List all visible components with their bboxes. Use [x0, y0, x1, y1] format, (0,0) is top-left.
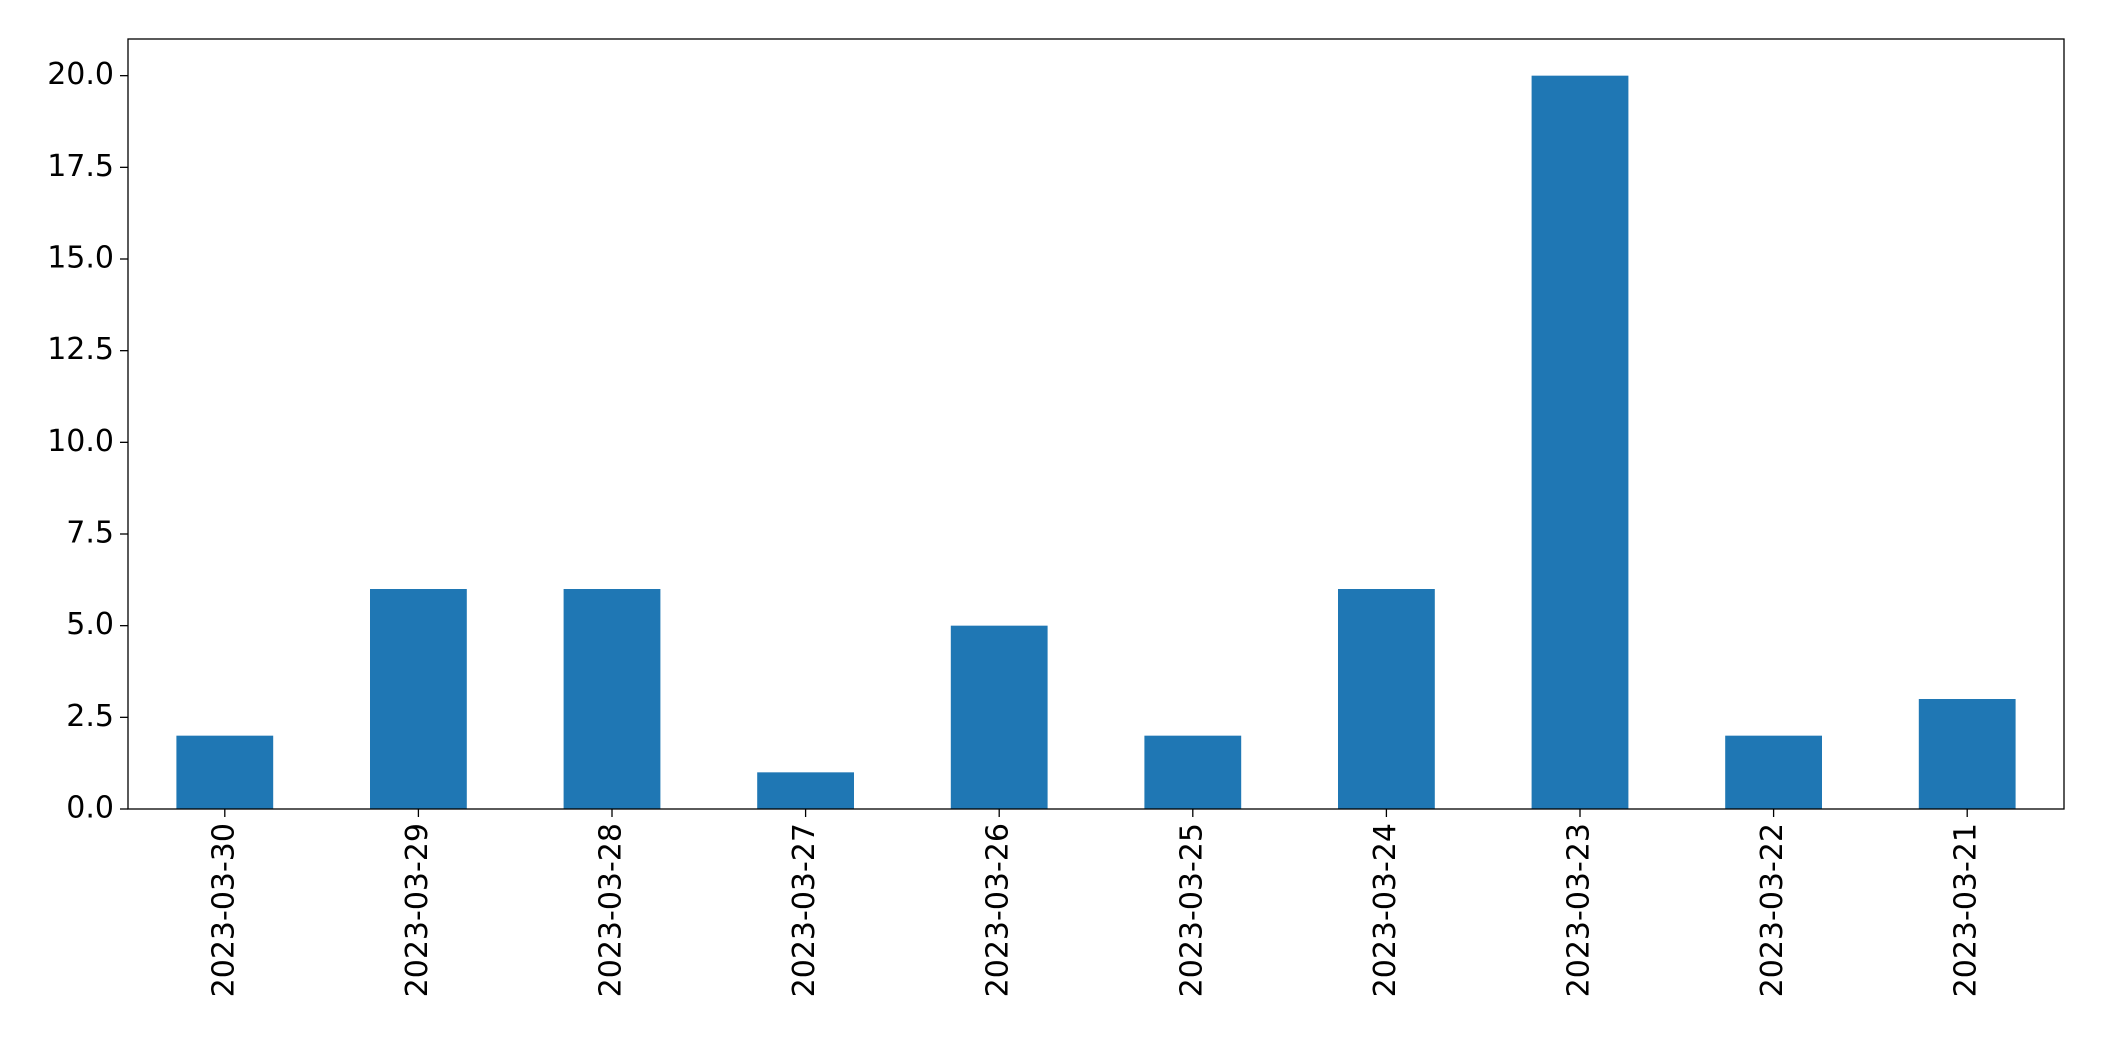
y-tick-label: 12.5 — [47, 332, 114, 367]
x-tick-label: 2023-03-28 — [594, 823, 629, 997]
bar — [370, 589, 467, 809]
x-tick-label: 2023-03-27 — [787, 823, 822, 997]
y-tick-label: 0.0 — [66, 791, 114, 826]
x-tick-label: 2023-03-23 — [1562, 823, 1597, 997]
x-tick-label: 2023-03-30 — [206, 823, 241, 997]
bar — [563, 589, 661, 809]
y-tick-label: 20.0 — [47, 57, 114, 92]
y-tick-label: 15.0 — [47, 241, 114, 276]
x-tick-label: 2023-03-26 — [981, 823, 1016, 997]
y-tick-label: 5.0 — [66, 607, 114, 642]
x-tick-label: 2023-03-24 — [1368, 823, 1403, 997]
x-tick-label: 2023-03-21 — [1949, 823, 1984, 997]
bar — [1144, 735, 1242, 809]
bar — [1918, 699, 2016, 809]
bar — [757, 772, 854, 809]
bar — [1531, 75, 1629, 809]
plot-frame — [127, 38, 2065, 810]
bar — [1725, 735, 1822, 809]
bar — [1338, 589, 1435, 809]
y-tick-label: 7.5 — [66, 516, 114, 551]
x-tick-label: 2023-03-22 — [1755, 823, 1790, 997]
bar — [950, 625, 1048, 809]
x-tick-label: 2023-03-29 — [400, 823, 435, 997]
y-tick-label: 2.5 — [66, 699, 114, 734]
x-tick-label: 2023-03-25 — [1174, 823, 1209, 997]
y-tick-label: 10.0 — [47, 424, 114, 459]
bar — [176, 735, 274, 809]
y-tick-label: 17.5 — [47, 149, 114, 184]
